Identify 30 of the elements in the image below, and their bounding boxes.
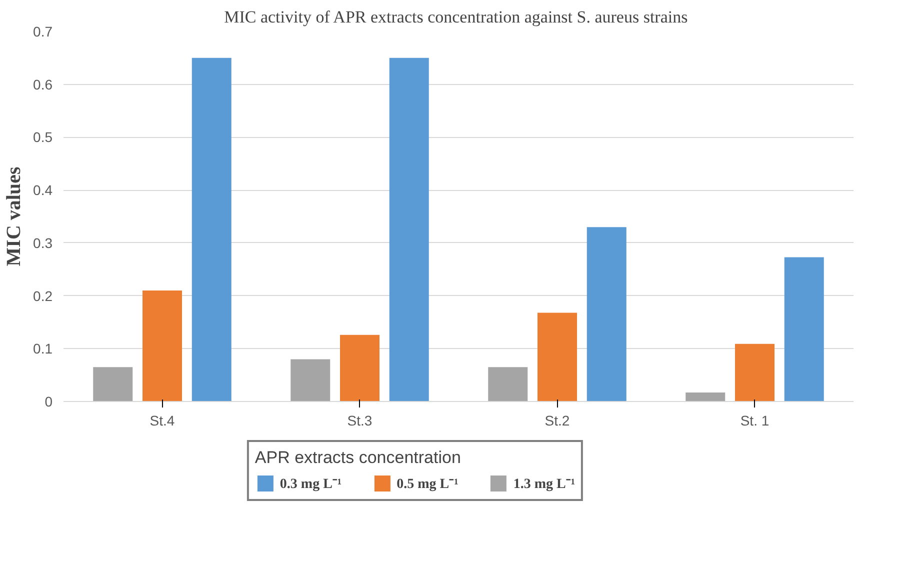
y-tick-label: 0.6	[33, 76, 53, 92]
legend-label: 0.5 mg L⁻¹	[396, 476, 458, 493]
bar	[686, 392, 726, 402]
legend-label: 0.3 mg L⁻¹	[280, 476, 342, 493]
bar	[586, 227, 626, 402]
bar	[340, 334, 380, 402]
x-tick-label: St. 1	[740, 412, 770, 428]
y-axis-title: MIC values	[3, 166, 26, 266]
chart-title: MIC activity of APR extracts concentration against S. aureus strains	[224, 8, 688, 26]
y-tick-label: 0.4	[33, 182, 53, 198]
bar	[784, 257, 824, 402]
y-tick-label: 0.3	[33, 234, 53, 251]
y-tick-label: 0.7	[33, 24, 53, 40]
y-tick-label: 0.1	[33, 340, 53, 357]
y-tick-label: 0.2	[33, 288, 53, 304]
y-tick-label: 0.5	[33, 129, 53, 146]
bar	[389, 58, 429, 402]
bar	[735, 344, 774, 402]
x-tick-label: St.4	[150, 412, 175, 428]
x-tick-label: St.3	[347, 412, 372, 428]
x-tick-label: St.2	[544, 412, 570, 428]
bar	[93, 367, 133, 402]
bar	[142, 290, 182, 402]
bar	[538, 312, 577, 402]
y-tick-label: 0	[44, 394, 53, 410]
bar	[290, 359, 330, 402]
legend-title: APR extracts concentration	[254, 448, 462, 468]
legend-label: 1.3 mg L⁻¹	[513, 476, 576, 493]
bar	[192, 58, 232, 402]
bar	[488, 367, 528, 402]
